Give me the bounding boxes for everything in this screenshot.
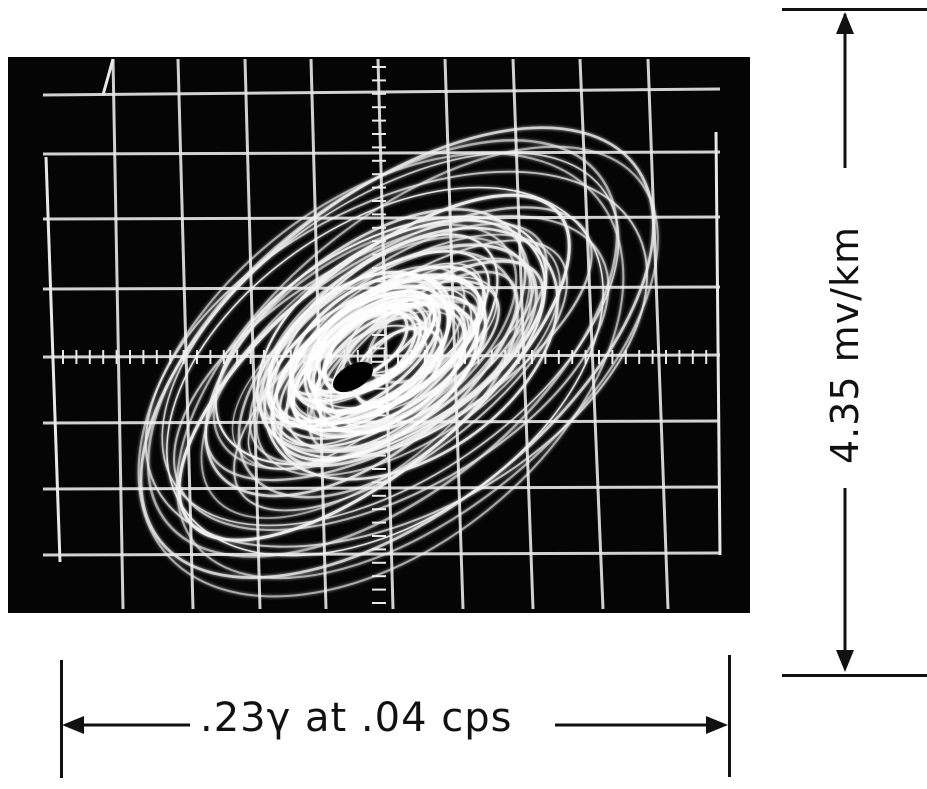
grid-vline	[578, 58, 605, 610]
trace-loop	[173, 215, 610, 532]
v-dim-top-tick	[782, 8, 927, 11]
vertical-scale-label: 4.35 mv/km	[823, 225, 867, 465]
trace-core-loop	[287, 265, 487, 425]
trace-center-void	[333, 361, 373, 393]
h-dim-arrows	[62, 716, 728, 734]
grid-hline	[42, 150, 721, 156]
trace-loop	[166, 186, 604, 557]
scope-screen	[8, 57, 750, 613]
grid-border	[714, 131, 722, 556]
horizontal-scale-label: .23γ at .04 cps	[200, 695, 513, 741]
h-arrowhead-right	[706, 716, 728, 734]
trace-loop	[204, 206, 593, 482]
trace-core-loop	[266, 273, 482, 428]
trace-loop	[175, 145, 659, 580]
trace-loop	[255, 233, 561, 477]
trace-loop	[137, 152, 625, 598]
grid-hline	[42, 87, 721, 97]
v-arrowhead-bottom	[836, 650, 854, 672]
trace-core-loop	[288, 273, 453, 413]
lissajous-traces	[137, 126, 659, 598]
trace-loop	[256, 219, 547, 459]
grid-hline	[42, 551, 721, 557]
grid-vline	[111, 58, 125, 610]
grid-hline	[42, 215, 721, 221]
trace-core-loop	[303, 284, 450, 415]
trace-loop	[214, 215, 548, 466]
h-arrowhead-left	[62, 716, 84, 734]
v-dim-arrows	[836, 12, 854, 672]
trace-loop	[161, 151, 620, 527]
grid-border	[101, 58, 115, 96]
oscilloscope-photo	[8, 57, 750, 613]
trace-loop	[308, 270, 519, 453]
grid-border	[44, 156, 62, 563]
v-arrowhead-top	[836, 12, 854, 34]
grid-vline	[646, 58, 670, 610]
trace-loop	[263, 226, 559, 481]
v-dim-bottom-tick	[782, 674, 927, 677]
h-dim-left-tick	[60, 660, 63, 778]
trace-core-loop	[314, 302, 479, 435]
h-dim-right-tick	[728, 655, 731, 777]
trace-core-loop	[322, 302, 428, 396]
